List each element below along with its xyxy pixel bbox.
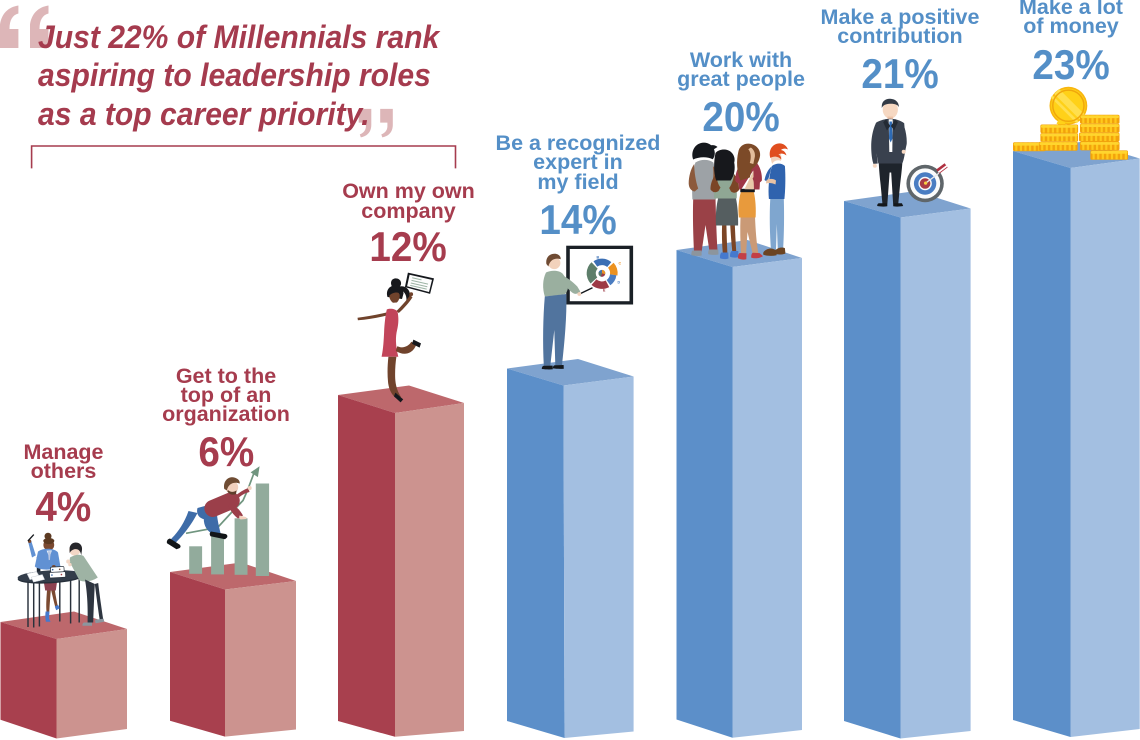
svg-text:C: C bbox=[619, 262, 622, 266]
svg-text:D: D bbox=[618, 281, 621, 285]
svg-text:B: B bbox=[597, 256, 600, 260]
svg-text:E: E bbox=[603, 289, 606, 293]
svg-text:A: A bbox=[587, 272, 590, 276]
